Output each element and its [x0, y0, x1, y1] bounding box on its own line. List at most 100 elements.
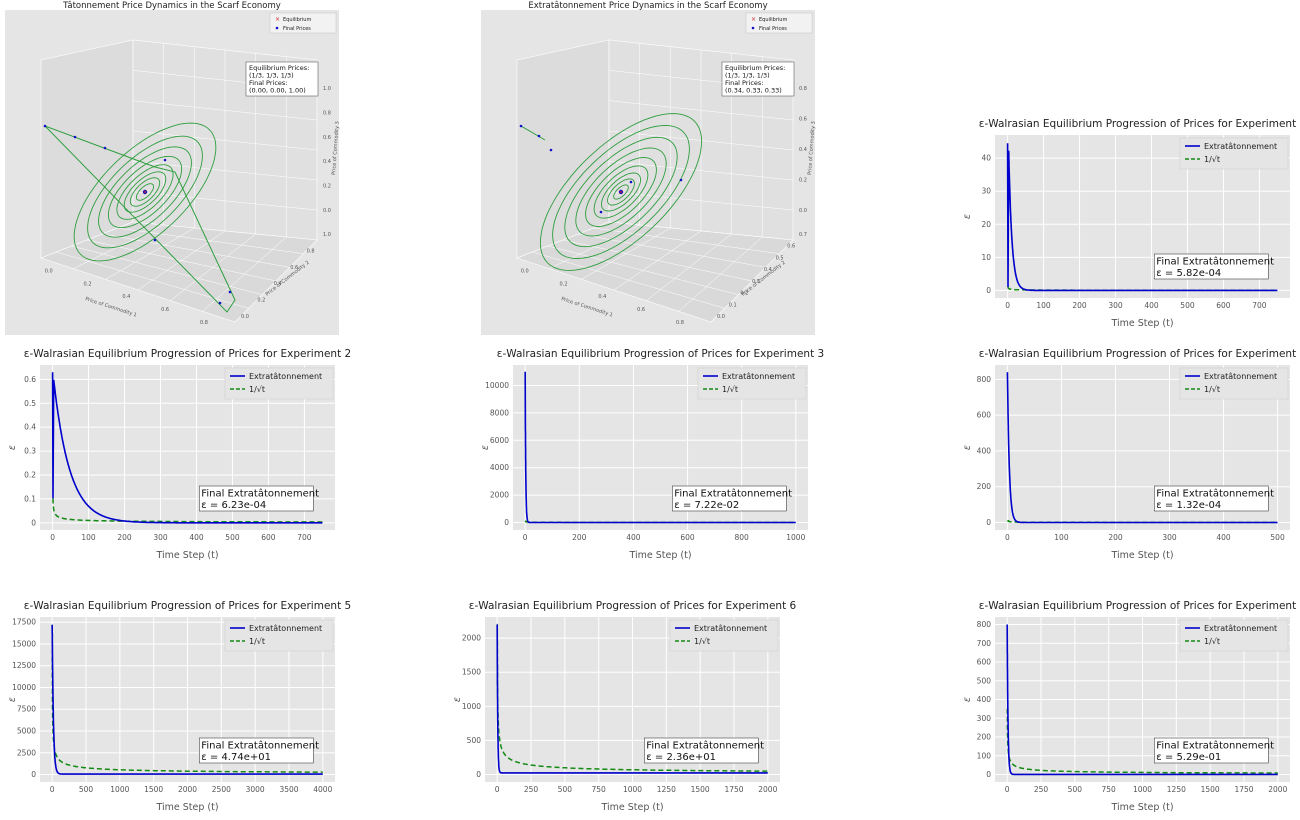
- final-value-box: [644, 737, 759, 764]
- y-tick-label: 20: [981, 220, 991, 229]
- x-tick-label: 250: [1034, 785, 1049, 794]
- final-value-box: [672, 485, 787, 512]
- series-line-extratatonnement: [496, 624, 768, 774]
- x-tick-label: 0: [50, 533, 55, 542]
- legend-label-inverse-sqrt: 1/√t: [1204, 385, 1220, 394]
- x-tick-label: 200: [1108, 533, 1123, 542]
- x-tick-label: 200: [1072, 301, 1087, 310]
- price-trajectory: [43, 122, 236, 313]
- legend-label-extratatonnement: Extratâtonnement: [694, 624, 767, 633]
- x-tick-label: 0.4: [122, 294, 130, 300]
- final-value: ε = 1.32e-04: [1156, 500, 1221, 511]
- x-tick-label: 0.8: [200, 320, 208, 326]
- y-tick-label: 7500: [17, 705, 36, 714]
- y-tick-label: 700: [977, 639, 992, 648]
- x-tick-label: 2000: [758, 785, 777, 794]
- x-tick-label: 1000: [623, 785, 642, 794]
- z-axis-label: Price of Commodity 3: [807, 121, 817, 175]
- series-line-extratatonnement: [1006, 624, 1278, 776]
- x-tick-label: 500: [1068, 785, 1083, 794]
- chart-svg: ε-Walrasian Equilibrium Progression of P…: [7, 348, 351, 561]
- final-value-box: [1154, 737, 1269, 764]
- y-tick-label: 30: [981, 187, 991, 196]
- x-tick-label: 3000: [246, 785, 265, 794]
- x-tick-label: 300: [153, 533, 168, 542]
- x-tick-label: 0: [1005, 533, 1010, 542]
- x-tick-label: 700: [297, 533, 312, 542]
- chart-title: ε-Walrasian Equilibrium Progression of P…: [497, 348, 824, 360]
- y-tick-label: 1.0: [323, 232, 331, 238]
- legend-swatch-equilibrium: ×: [751, 16, 756, 23]
- y-tick-label: 0: [986, 770, 991, 779]
- y-tick-label: 0: [504, 518, 509, 527]
- x-tick-label: 750: [1102, 785, 1117, 794]
- y-tick-label: 0: [31, 770, 36, 779]
- price-summary-line: (0.00, 0.00, 1.00): [249, 87, 306, 95]
- z-tick-label: 0.0: [799, 208, 807, 214]
- z-tick-label: 0.6: [799, 117, 807, 123]
- final-value: ε = 4.74e+01: [201, 752, 271, 763]
- legend-label-extratatonnement: Extratâtonnement: [249, 624, 322, 633]
- x-tick-label: 400: [1216, 533, 1231, 542]
- x-tick-label: 300: [1162, 533, 1177, 542]
- chart-svg: ε-Walrasian Equilibrium Progression of P…: [962, 348, 1300, 561]
- x-tick-label: 500: [225, 533, 240, 542]
- x-tick-label: 500: [1270, 533, 1285, 542]
- y-tick-label: 0: [986, 286, 991, 295]
- y-tick-label: 0.2: [257, 298, 265, 304]
- z-tick-label: 0.8: [323, 110, 331, 116]
- y-tick-label: 0.6: [24, 375, 36, 384]
- experiment-6-panel: ε-Walrasian Equilibrium Progression of P…: [450, 597, 797, 819]
- y-tick-label: 0.3: [752, 279, 760, 285]
- y-tick-label: 400: [977, 446, 992, 455]
- chart-title: Extratâtonnement Price Dynamics in the S…: [528, 1, 767, 11]
- x-tick-label: 1000: [1133, 785, 1152, 794]
- price-summary-line: (1/3, 1/3, 1/3): [249, 72, 294, 80]
- y-tick-label: 0.1: [24, 494, 36, 503]
- y-tick-label: 0.6: [787, 244, 795, 250]
- y-tick-label: 0.8: [307, 248, 315, 254]
- chart-title: ε-Walrasian Equilibrium Progression of P…: [979, 600, 1300, 612]
- x-tick-label: 1000: [786, 533, 805, 542]
- series-line-extratatonnement: [524, 371, 796, 524]
- y-axis-label: ε: [480, 445, 491, 450]
- x-tick-label: 1250: [657, 785, 676, 794]
- y-tick-label: 800: [977, 375, 992, 384]
- y-tick-label: 0: [31, 518, 36, 527]
- y-tick-label: 8000: [490, 408, 509, 417]
- x-axis-label: Time Step (t): [155, 802, 218, 813]
- y-tick-label: 0.0: [717, 314, 725, 320]
- y-tick-label: 2000: [462, 634, 481, 643]
- legend-box: [745, 12, 813, 34]
- x-tick-label: 100: [1054, 533, 1069, 542]
- legend-swatch-final: [751, 26, 755, 30]
- y-tick-label: 40: [981, 154, 991, 163]
- series-line-inverse-sqrt: [1006, 708, 1278, 774]
- x-tick-label: 2500: [212, 785, 231, 794]
- equilibrium-marker: ×: [142, 189, 147, 196]
- y-tick-label: 0.5: [776, 255, 784, 261]
- z-tick-label: 0.0: [323, 208, 331, 214]
- z-tick-label: 1.0: [323, 86, 331, 92]
- x-tick-label: 2000: [1268, 785, 1287, 794]
- x-tick-label: 0.0: [521, 269, 529, 275]
- x-tick-label: 2000: [178, 785, 197, 794]
- chart-svg: ε-Walrasian Equilibrium Progression of P…: [962, 600, 1300, 813]
- chart-svg: Extratâtonnement Price Dynamics in the S…: [481, 1, 817, 335]
- final-value-box: [199, 485, 314, 512]
- y-tick-label: 0.3: [24, 447, 36, 456]
- y-tick-label: 6000: [490, 436, 509, 445]
- y-tick-label: 0.7: [799, 232, 807, 238]
- experiment-2-panel: ε-Walrasian Equilibrium Progression of P…: [5, 345, 351, 567]
- x-tick-label: 0: [1005, 301, 1010, 310]
- y-tick-label: 400: [977, 695, 992, 704]
- legend-box: [224, 619, 334, 652]
- final-value: ε = 2.36e+01: [646, 752, 716, 763]
- y-tick-label: 0.0: [241, 314, 249, 320]
- x-tick-label: 500: [1180, 301, 1195, 310]
- legend-label-extratatonnement: Extratâtonnement: [722, 372, 795, 381]
- x-tick-label: 100: [1036, 301, 1051, 310]
- y-tick-label: 0.2: [24, 471, 36, 480]
- x-tick-label: 0.2: [560, 281, 568, 287]
- x-axis-label: Time Step (t): [1110, 318, 1173, 329]
